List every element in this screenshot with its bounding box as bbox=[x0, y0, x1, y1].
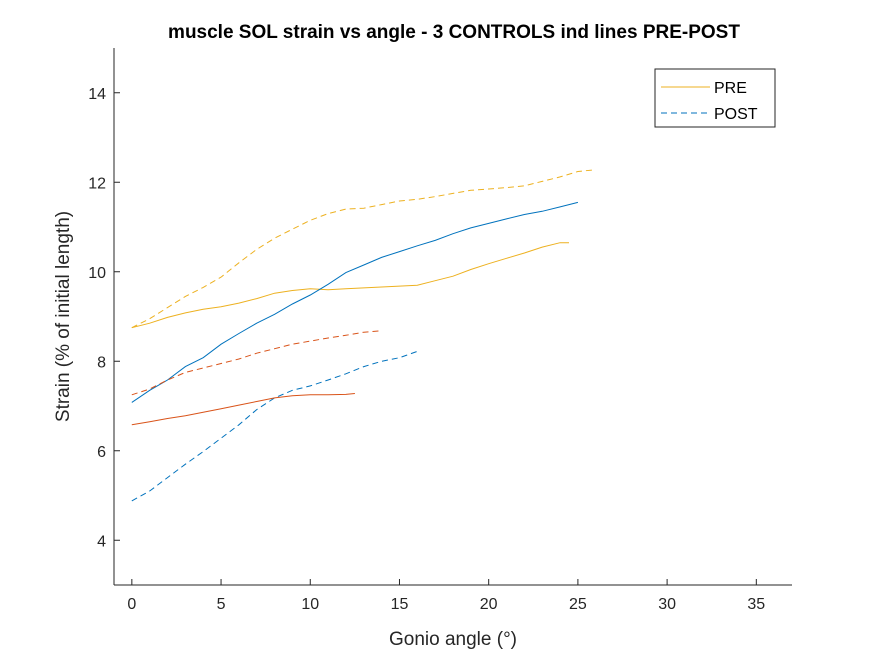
legend[interactable]: PRE POST bbox=[654, 68, 776, 128]
legend-box bbox=[654, 68, 776, 128]
series-line-6-post bbox=[131, 330, 382, 396]
series-layer bbox=[131, 169, 596, 502]
legend-label-pre: PRE bbox=[714, 80, 747, 97]
y-tick-label: 8 bbox=[97, 354, 106, 371]
series-line-3-pre bbox=[131, 201, 579, 403]
x-tick-label: 35 bbox=[747, 596, 765, 613]
x-axis-label: Gonio angle (°) bbox=[389, 629, 517, 650]
y-tick-label: 4 bbox=[97, 533, 106, 550]
x-tick-label: 25 bbox=[569, 596, 587, 613]
plot-area: 0 5 10 15 20 25 30 35 4 6 8 10 12 14 bbox=[88, 48, 792, 613]
x-tick-label: 0 bbox=[127, 596, 136, 613]
axes-box bbox=[114, 48, 792, 585]
y-tick-label: 10 bbox=[88, 265, 106, 282]
y-tick-label: 12 bbox=[88, 175, 106, 192]
x-tick-label: 30 bbox=[658, 596, 676, 613]
series-line-2-post bbox=[131, 169, 596, 329]
chart-title: muscle SOL strain vs angle - 3 CONTROLS … bbox=[168, 22, 740, 43]
legend-label-post: POST bbox=[714, 106, 758, 123]
x-tick-label: 20 bbox=[480, 596, 498, 613]
axis-lines bbox=[113, 48, 792, 586]
series-line-5-pre bbox=[131, 393, 355, 426]
y-tick-label: 6 bbox=[97, 444, 106, 461]
series-line-1-pre bbox=[131, 242, 569, 329]
x-tick-label: 5 bbox=[217, 596, 226, 613]
x-tick-label: 15 bbox=[391, 596, 409, 613]
x-axis: 0 5 10 15 20 25 30 35 bbox=[127, 579, 765, 613]
x-tick-label: 10 bbox=[301, 596, 319, 613]
y-axis: 4 6 8 10 12 14 bbox=[88, 86, 120, 550]
y-tick-label: 14 bbox=[88, 86, 106, 103]
y-axis-label: Strain (% of initial length) bbox=[53, 211, 74, 422]
